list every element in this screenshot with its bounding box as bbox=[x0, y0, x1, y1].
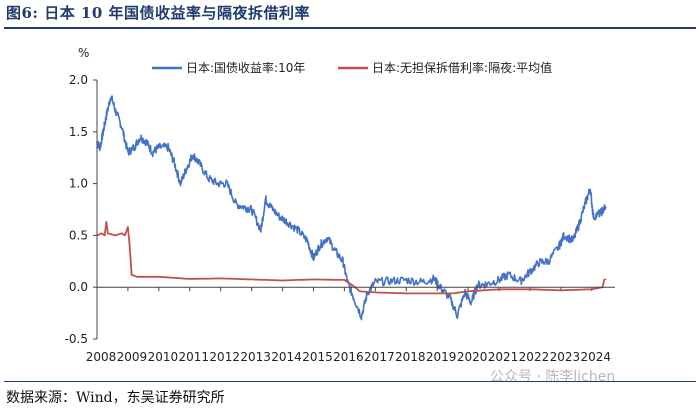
series-lines bbox=[96, 95, 607, 321]
source-note: 数据来源：Wind，东吴证券研究所 bbox=[6, 390, 225, 406]
y-tick-label: -0.5 bbox=[65, 332, 88, 346]
x-tick-label: 2021 bbox=[488, 350, 519, 364]
x-tick-label: 2016 bbox=[333, 350, 364, 364]
y-tick-label: 0.5 bbox=[69, 228, 88, 242]
y-tick-label: 1.0 bbox=[69, 177, 88, 191]
y-tick-label: 2.0 bbox=[69, 73, 88, 87]
series-line-2 bbox=[96, 220, 607, 295]
x-tick-label: 2018 bbox=[395, 350, 426, 364]
x-tick-label: 2019 bbox=[426, 350, 457, 364]
series-line-1 bbox=[96, 95, 607, 321]
x-tick-label: 2014 bbox=[271, 350, 302, 364]
y-tick-label: 1.5 bbox=[69, 125, 88, 139]
x-tick-label: 2011 bbox=[179, 350, 210, 364]
x-tick-label: 2009 bbox=[117, 350, 148, 364]
x-tick-label: 2024 bbox=[581, 350, 612, 364]
x-tick-label: 2020 bbox=[457, 350, 488, 364]
x-tick-label: 2015 bbox=[302, 350, 333, 364]
footer-divider bbox=[4, 381, 696, 382]
x-tick-label: 2023 bbox=[550, 350, 581, 364]
x-tick-label: 2017 bbox=[364, 350, 395, 364]
watermark-text: 公众号 · 陈李lichen bbox=[490, 369, 616, 385]
x-tick-label: 2022 bbox=[519, 350, 550, 364]
y-axis-ticks: -0.5 0.0 0.5 1.0 1.5 2.0 bbox=[65, 73, 97, 346]
axes bbox=[96, 80, 615, 339]
x-tick-label: 2008 bbox=[86, 350, 117, 364]
legend-label-2: 日本:无担保拆借利率:隔夜:平均值 bbox=[372, 60, 552, 75]
x-tick-label: 2010 bbox=[148, 350, 179, 364]
page-title: 图6: 日本 10 年国债收益率与隔夜拆借利率 bbox=[6, 4, 311, 22]
title-divider bbox=[4, 27, 696, 29]
legend: 日本:国债收益率:10年 日本:无担保拆借利率:隔夜:平均值 bbox=[152, 60, 552, 75]
x-tick-label: 2012 bbox=[209, 350, 240, 364]
y-axis-label: % bbox=[78, 46, 89, 60]
y-tick-label: 0.0 bbox=[69, 280, 88, 294]
legend-label-1: 日本:国债收益率:10年 bbox=[186, 60, 305, 75]
x-axis-ticks: 2008 2009 2010 2011 2012 2013 2014 2015 2016 2017… bbox=[86, 287, 611, 364]
x-tick-label: 2013 bbox=[240, 350, 271, 364]
